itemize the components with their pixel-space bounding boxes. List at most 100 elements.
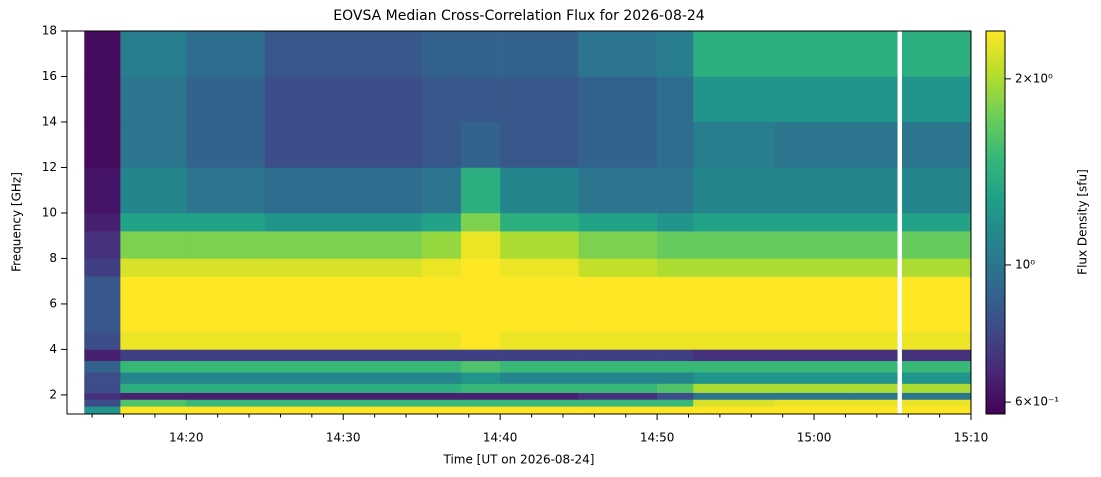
heatmap-cell: [186, 31, 266, 77]
heatmap-cell: [264, 76, 344, 123]
heatmap-cell: [186, 276, 266, 332]
heatmap-cell: [84, 258, 121, 277]
heatmap-cell: [186, 76, 266, 123]
heatmap-cell: [657, 331, 694, 350]
heatmap-cell: [84, 383, 121, 393]
heatmap-cell: [343, 399, 422, 407]
heatmap-cell: [578, 167, 658, 214]
heatmap-cell: [853, 258, 898, 277]
heatmap-cell: [657, 258, 694, 277]
heatmap-cell: [901, 31, 972, 77]
heatmap-cell: [901, 399, 972, 407]
heatmap-cell: [657, 392, 694, 400]
heatmap-cell: [578, 399, 658, 407]
heatmap-cell: [500, 349, 579, 362]
heatmap-cell: [84, 392, 121, 400]
heatmap-cell: [500, 406, 579, 415]
x-axis-label: Time [UT on 2026-08-24]: [443, 453, 595, 467]
heatmap-cell: [264, 392, 344, 400]
heatmap-cell: [901, 258, 972, 277]
heatmap-cell: [774, 392, 854, 400]
heatmap-cell: [901, 406, 972, 415]
heatmap-cell: [853, 331, 898, 350]
heatmap-cell: [693, 76, 776, 123]
heatmap-cell: [343, 276, 422, 332]
y-tick-label: 6: [49, 296, 57, 310]
heatmap-cell: [774, 360, 854, 373]
heatmap-cell: [500, 31, 579, 77]
heatmap-cell: [264, 406, 344, 415]
heatmap-cell: [120, 76, 187, 123]
heatmap-cell: [460, 331, 501, 350]
heatmap-cell: [853, 406, 898, 415]
heatmap-cell: [84, 167, 121, 214]
y-tick-label: 14: [42, 114, 57, 128]
heatmap-cell: [421, 76, 462, 123]
x-tick-label: 14:20: [169, 431, 204, 445]
heatmap-cell: [578, 258, 658, 277]
heatmap-cell: [693, 212, 776, 232]
heatmap-cell: [657, 31, 694, 77]
heatmap-cell: [460, 383, 501, 393]
heatmap-cell: [693, 258, 776, 277]
heatmap-cell: [693, 31, 776, 77]
heatmap-cell: [774, 231, 854, 259]
heatmap-cell: [84, 406, 121, 415]
heatmap-cell: [853, 167, 898, 214]
heatmap-cell: [84, 121, 121, 168]
heatmap-cell: [901, 167, 972, 214]
heatmap-cell: [186, 331, 266, 350]
heatmap-cell: [774, 406, 854, 415]
heatmap-cell: [84, 276, 121, 332]
heatmap-cell: [774, 372, 854, 384]
heatmap-cell: [84, 349, 121, 362]
colorbar-tick-label: 10⁰: [1015, 257, 1035, 271]
heatmap-cell: [84, 331, 121, 350]
heatmap-cell: [500, 276, 579, 332]
heatmap-cell: [500, 258, 579, 277]
heatmap-cell: [460, 399, 501, 407]
heatmap-cell: [120, 406, 187, 415]
heatmap-cell: [186, 231, 266, 259]
heatmap-cell: [901, 121, 972, 168]
heatmap-cell: [578, 31, 658, 77]
heatmap-cell: [84, 372, 121, 384]
heatmap-cell: [460, 31, 501, 77]
heatmap-cell: [901, 383, 972, 393]
y-tick-label: 18: [42, 24, 57, 38]
heatmap-cell: [500, 399, 579, 407]
heatmap-cell: [774, 349, 854, 362]
heatmap-cell: [343, 167, 422, 214]
heatmap-cell: [264, 349, 344, 362]
heatmap-cell: [853, 392, 898, 400]
heatmap-cell: [120, 360, 187, 373]
heatmap-cell: [264, 399, 344, 407]
colorbar-tick-label: 2×10⁰: [1015, 71, 1053, 85]
heatmap-cell: [901, 212, 972, 232]
heatmap-cell: [657, 121, 694, 168]
x-tick-label: 14:30: [326, 431, 361, 445]
y-tick-label: 2: [49, 387, 57, 401]
heatmap-cell: [774, 331, 854, 350]
heatmap-cell: [264, 276, 344, 332]
heatmap-cell: [84, 399, 121, 407]
heatmap-cell: [421, 121, 462, 168]
heatmap-cell: [264, 212, 344, 232]
heatmap-cell: [186, 167, 266, 214]
heatmap-cell: [84, 212, 121, 232]
x-tick-label: 15:10: [954, 431, 989, 445]
heatmap-cell: [186, 372, 266, 384]
heatmap-cell: [120, 399, 187, 407]
heatmap-cell: [264, 258, 344, 277]
heatmap-cell: [901, 276, 972, 332]
heatmap-cell: [186, 258, 266, 277]
heatmap-cell: [693, 276, 776, 332]
heatmap-cell: [343, 392, 422, 400]
heatmap-cell: [774, 167, 854, 214]
heatmap-cell: [578, 406, 658, 415]
heatmap-cell: [657, 212, 694, 232]
heatmap-cell: [500, 231, 579, 259]
y-tick-label: 8: [49, 251, 57, 265]
heatmap-cell: [343, 360, 422, 373]
